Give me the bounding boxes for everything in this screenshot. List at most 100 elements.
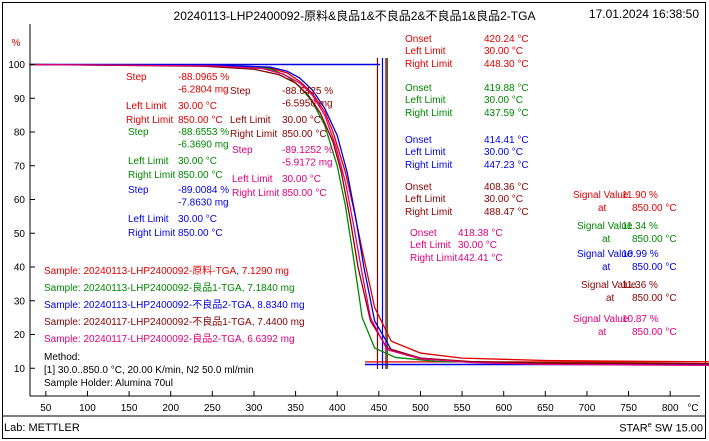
y-tick-label: 30: [14, 296, 26, 307]
left-limit-value: 30.00 °C: [484, 147, 523, 158]
left-limit-label: Left Limit: [128, 214, 169, 225]
signal-at-value: 850.00 °C: [632, 234, 677, 245]
signal-label: Signal Value: [573, 190, 629, 201]
right-limit-label: Right Limit: [405, 207, 452, 218]
left-limit-value: 30.00 °C: [458, 240, 497, 251]
y-tick-label: 10: [14, 364, 26, 375]
left-limit-value: 30.00 °C: [484, 95, 523, 106]
signal-label: Signal Value: [581, 280, 637, 291]
step-percent: -89.0084 %: [178, 185, 229, 196]
right-limit-value: 488.47 °C: [484, 207, 529, 218]
right-limit-value: 437.59 °C: [484, 108, 529, 119]
right-limit-label: Right Limit: [232, 188, 279, 199]
signal-at-value: 850.00 °C: [632, 203, 677, 214]
x-tick-label: 350: [287, 403, 304, 414]
x-tick-label: 700: [579, 403, 596, 414]
right-limit-label: Right Limit: [126, 115, 173, 126]
y-tick-label: 70: [14, 161, 26, 172]
right-limit-value: 448.30 °C: [484, 59, 529, 70]
step-label: Step: [232, 145, 253, 156]
step-percent: -88.0965 %: [178, 72, 229, 83]
signal-at-label: at: [602, 262, 611, 273]
x-tick-label: 500: [412, 403, 429, 414]
step-label: Step: [126, 72, 147, 83]
legend-entry: Sample: 20240113-LHP2400092-良品1-TGA, 7.1…: [44, 281, 295, 294]
right-limit-label: Right Limit: [405, 108, 452, 119]
step-mass: -6.5950 mg: [282, 99, 333, 110]
signal-value: 11.36 %: [622, 280, 658, 291]
right-limit-value: 850.00 °C: [178, 115, 223, 126]
left-limit-label: Left Limit: [230, 115, 271, 126]
x-tick-label: 200: [162, 403, 179, 414]
signal-label: Signal Value: [577, 249, 633, 260]
signal-value: 11.34 %: [622, 221, 658, 232]
method-title: Method:: [44, 352, 80, 363]
x-tick-label: 150: [121, 403, 138, 414]
x-tick-label: 800: [662, 403, 679, 414]
method-line-2: Sample Holder: Alumina 70ul: [44, 378, 173, 389]
left-limit-label: Left Limit: [232, 174, 273, 185]
series-curve: [29, 63, 709, 366]
signal-value: 10.87 %: [622, 314, 659, 325]
x-tick-label: 300: [246, 403, 263, 414]
onset-label: Onset: [405, 83, 432, 94]
right-limit-value: 850.00 °C: [178, 170, 223, 181]
left-limit-value: 30.00 °C: [484, 194, 523, 205]
left-limit-label: Left Limit: [410, 240, 451, 251]
signal-at-label: at: [598, 327, 607, 338]
step-label: Step: [230, 86, 251, 97]
signal-at-value: 850.00 °C: [632, 262, 677, 273]
step-mass: -6.3690 mg: [178, 140, 229, 151]
step-percent: -88.6553 %: [178, 127, 229, 138]
y-tick-label: 100: [8, 60, 25, 71]
signal-at-label: at: [606, 293, 615, 304]
legend-entry: Sample: 20240113-LHP2400092-不良品2-TGA, 8.…: [44, 298, 305, 311]
signal-label: Signal Value: [577, 221, 633, 232]
left-limit-value: 30.00 °C: [178, 101, 217, 112]
left-limit-label: Left Limit: [128, 156, 169, 167]
signal-label: Signal Value: [573, 314, 629, 325]
left-limit-label: Left Limit: [405, 147, 446, 158]
y-tick-label: 20: [14, 330, 26, 341]
x-tick-label: 650: [537, 403, 554, 414]
step-label: Step: [128, 127, 149, 138]
left-limit-label: Left Limit: [405, 95, 446, 106]
lab-label: Lab: METTLER: [4, 422, 80, 434]
left-limit-value: 30.00 °C: [282, 115, 321, 126]
step-percent: -89.1252 %: [282, 145, 333, 156]
onset-value: 408.36 °C: [484, 182, 529, 193]
signal-value: 11.90 %: [622, 190, 658, 201]
step-mass: -5.9172 mg: [282, 158, 333, 169]
y-axis-label: %: [12, 38, 21, 49]
signal-at-value: 850.00 °C: [632, 293, 677, 304]
left-limit-value: 30.00 °C: [484, 46, 523, 57]
right-limit-value: 850.00 °C: [178, 228, 223, 239]
onset-value: 420.24 °C: [484, 34, 529, 45]
right-limit-value: 442.41 °C: [458, 253, 503, 264]
left-limit-label: Left Limit: [126, 101, 167, 112]
software-label: STARe SW 15.00: [619, 422, 703, 435]
step-mass: -7.8630 mg: [178, 198, 229, 209]
left-limit-value: 30.00 °C: [282, 174, 321, 185]
onset-value: 419.88 °C: [484, 83, 529, 94]
x-tick-label: 100: [79, 403, 96, 414]
x-axis-label: °C: [687, 403, 698, 414]
onset-value: 414.41 °C: [484, 135, 529, 146]
series-curve: [29, 63, 709, 365]
report-timestamp: 17.01.2024 16:38:50: [588, 7, 699, 21]
x-tick-label: 250: [204, 403, 221, 414]
method-line-1: [1] 30.0..850.0 °C, 20.00 K/min, N2 50.0…: [44, 365, 254, 376]
report-title: 20240113-LHP2400092-原料&良品1&不良品2&不良品1&良品2…: [173, 9, 536, 23]
right-limit-label: Right Limit: [128, 170, 175, 181]
left-limit-value: 30.00 °C: [178, 156, 217, 167]
right-limit-label: Right Limit: [128, 228, 175, 239]
x-tick-label: 550: [454, 403, 471, 414]
right-limit-value: 447.23 °C: [484, 160, 529, 171]
y-tick-label: 50: [14, 229, 26, 240]
software-mark: e: [647, 422, 652, 429]
software-brand: STAR: [619, 422, 648, 435]
y-tick-label: 60: [14, 195, 26, 206]
